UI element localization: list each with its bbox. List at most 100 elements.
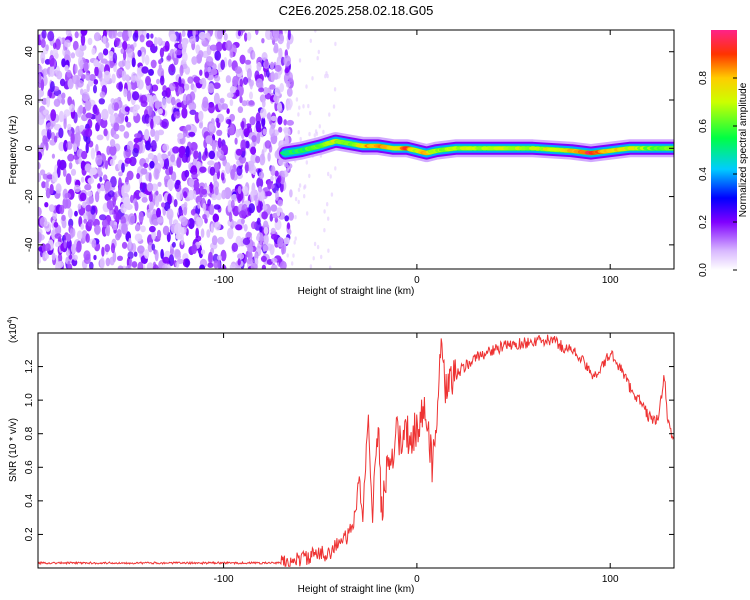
noise-speckle bbox=[261, 264, 266, 269]
noise-speckle bbox=[156, 229, 162, 240]
noise-speckle bbox=[38, 95, 42, 103]
noise-speckle bbox=[45, 113, 50, 122]
noise-speckle bbox=[85, 204, 92, 212]
noise-speckle bbox=[141, 66, 149, 74]
noise-speckle bbox=[255, 112, 261, 124]
noise-speckle bbox=[211, 235, 218, 246]
noise-speckle bbox=[284, 67, 290, 74]
noise-speckle bbox=[274, 170, 279, 177]
noise-speckle bbox=[265, 191, 272, 197]
noise-speckle bbox=[131, 57, 136, 68]
noise-speckle bbox=[228, 211, 233, 223]
noise-speckle bbox=[103, 70, 111, 82]
noise-speckle bbox=[207, 160, 215, 166]
noise-speckle bbox=[205, 56, 214, 66]
noise-speckle bbox=[201, 154, 207, 162]
noise-speckle bbox=[238, 129, 243, 136]
noise-speckle bbox=[256, 177, 264, 189]
noise-speckle bbox=[273, 30, 279, 42]
noise-speckle bbox=[309, 38, 312, 43]
noise-speckle bbox=[75, 79, 79, 90]
noise-speckle bbox=[154, 100, 161, 110]
colorbar-label: Normalized spectral amplitude bbox=[738, 82, 749, 217]
noise-speckle bbox=[148, 68, 154, 76]
noise-speckle bbox=[190, 141, 198, 152]
noise-speckle bbox=[259, 153, 266, 166]
scale-suffix: ) bbox=[8, 316, 19, 319]
noise-speckle bbox=[198, 31, 207, 40]
noise-speckle bbox=[297, 130, 300, 135]
noise-speckle bbox=[40, 78, 45, 91]
noise-speckle bbox=[180, 216, 188, 227]
noise-speckle bbox=[188, 102, 194, 110]
noise-speckle bbox=[113, 133, 120, 140]
noise-speckle bbox=[327, 248, 330, 253]
noise-speckle bbox=[137, 245, 145, 254]
noise-speckle bbox=[257, 185, 263, 193]
noise-speckle bbox=[115, 116, 122, 124]
noise-speckle bbox=[137, 49, 142, 57]
noise-speckle bbox=[183, 201, 188, 208]
noise-speckle bbox=[286, 87, 293, 97]
noise-speckle bbox=[63, 109, 71, 117]
noise-speckle bbox=[61, 58, 66, 68]
noise-speckle bbox=[151, 229, 157, 241]
noise-speckle bbox=[84, 100, 92, 111]
noise-speckle bbox=[38, 206, 42, 217]
noise-speckle bbox=[260, 255, 267, 262]
noise-speckle bbox=[121, 241, 128, 249]
noise-speckle bbox=[44, 243, 51, 252]
noise-speckle bbox=[237, 258, 241, 266]
noise-speckle bbox=[249, 91, 253, 100]
noise-speckle bbox=[132, 91, 140, 101]
x-tick-label: 100 bbox=[602, 574, 619, 585]
noise-speckle bbox=[170, 64, 175, 71]
noise-speckle bbox=[150, 128, 156, 138]
noise-speckle bbox=[291, 261, 294, 266]
noise-speckle bbox=[250, 146, 257, 155]
noise-speckle bbox=[50, 132, 56, 140]
snr-series-line bbox=[38, 334, 674, 567]
noise-speckle bbox=[227, 227, 234, 240]
noise-speckle bbox=[173, 248, 181, 259]
noise-speckle bbox=[80, 223, 85, 230]
noise-speckle bbox=[95, 143, 99, 154]
noise-speckle bbox=[284, 215, 290, 222]
noise-speckle bbox=[145, 40, 154, 48]
noise-speckle bbox=[175, 179, 181, 186]
noise-speckle bbox=[196, 161, 201, 171]
noise-speckle bbox=[199, 69, 203, 76]
noise-speckle bbox=[225, 162, 231, 175]
noise-speckle bbox=[52, 42, 57, 50]
noise-speckle bbox=[101, 108, 109, 121]
noise-speckle bbox=[106, 199, 112, 210]
noise-speckle bbox=[89, 74, 96, 81]
noise-speckle bbox=[38, 73, 42, 84]
noise-speckle bbox=[241, 100, 248, 107]
noise-speckle bbox=[327, 216, 330, 221]
noise-speckle bbox=[68, 254, 73, 260]
noise-speckle bbox=[246, 258, 254, 265]
noise-speckle bbox=[286, 167, 289, 172]
noise-speckle bbox=[316, 56, 319, 61]
noise-speckle bbox=[318, 124, 321, 129]
noise-speckle bbox=[66, 69, 72, 78]
noise-speckle bbox=[105, 257, 111, 267]
noise-speckle bbox=[191, 243, 197, 255]
snr-frame bbox=[37, 332, 675, 569]
noise-speckle bbox=[181, 51, 188, 63]
snr-panel: -100 0 100 0.2 0.4 0.6 0.8 1.0 1.2 Height of st… bbox=[7, 316, 675, 595]
noise-speckle bbox=[51, 171, 58, 183]
noise-speckle bbox=[46, 95, 51, 108]
noise-speckle bbox=[124, 115, 129, 123]
noise-speckle bbox=[334, 166, 337, 171]
noise-speckle bbox=[286, 253, 289, 258]
noise-speckle bbox=[193, 150, 199, 160]
noise-speckle bbox=[262, 204, 268, 211]
noise-speckle bbox=[177, 86, 184, 95]
noise-speckle bbox=[284, 127, 291, 137]
y-tick-label: 40 bbox=[24, 46, 35, 58]
noise-speckle bbox=[104, 160, 108, 170]
noise-speckle bbox=[309, 110, 312, 116]
snr-y-ticks: 0.2 0.4 0.6 0.8 1.0 1.2 bbox=[24, 359, 674, 541]
